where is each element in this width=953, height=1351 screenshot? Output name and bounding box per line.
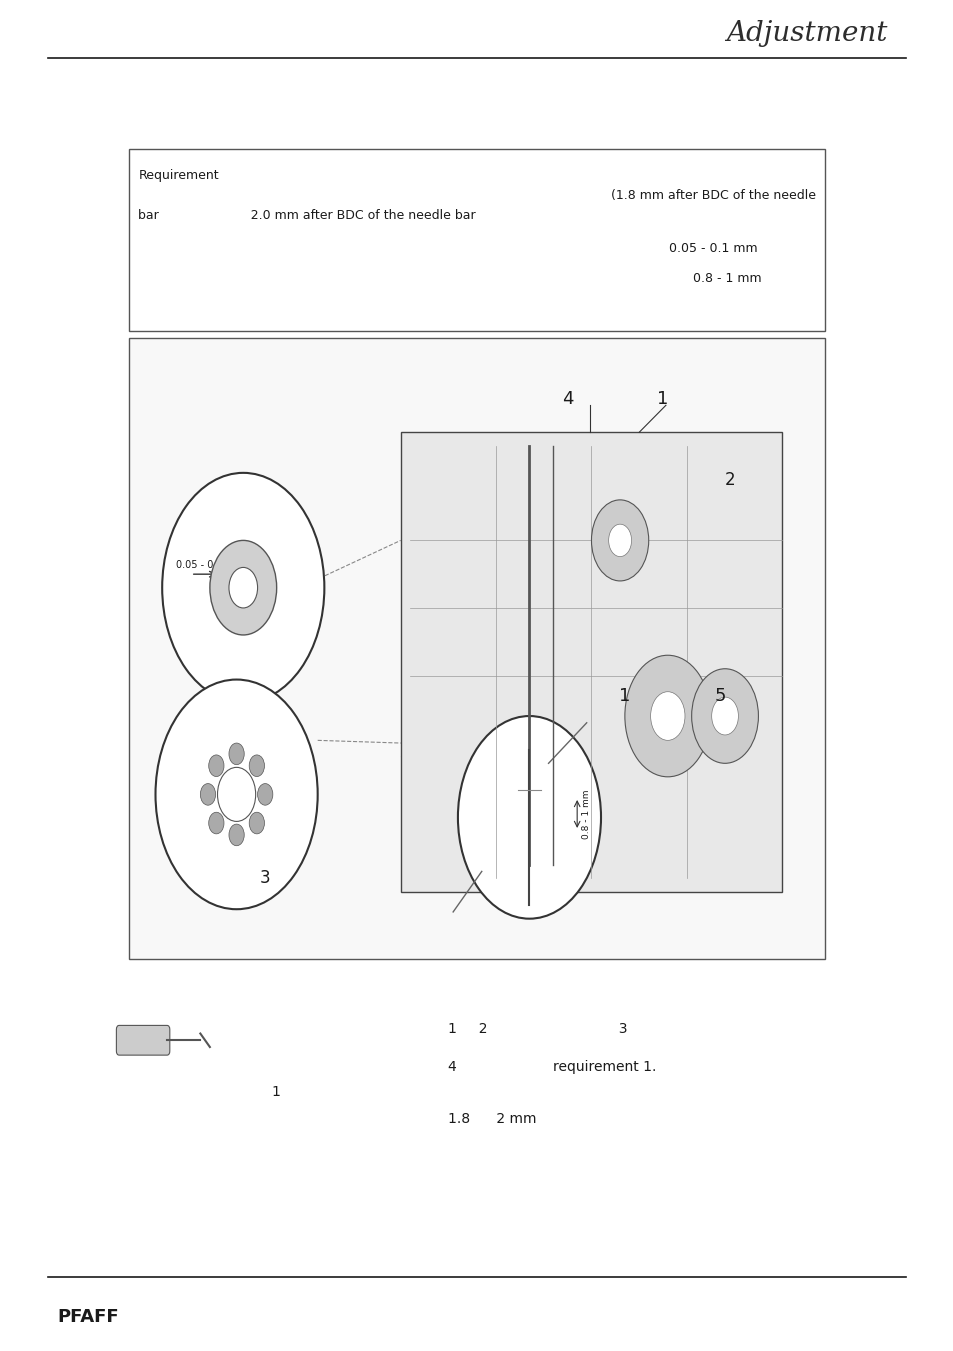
Circle shape xyxy=(691,669,758,763)
Text: 4: 4 xyxy=(561,389,573,408)
Circle shape xyxy=(257,784,273,805)
Circle shape xyxy=(591,500,648,581)
Text: Requirement: Requirement xyxy=(138,169,219,182)
Text: 0.8 - 1 mm: 0.8 - 1 mm xyxy=(581,790,590,839)
Circle shape xyxy=(229,824,244,846)
Circle shape xyxy=(711,697,738,735)
Circle shape xyxy=(650,692,684,740)
Text: 1: 1 xyxy=(657,389,668,408)
FancyBboxPatch shape xyxy=(129,149,824,331)
Circle shape xyxy=(249,812,264,834)
Text: 1.8      2 mm: 1.8 2 mm xyxy=(448,1112,537,1125)
FancyBboxPatch shape xyxy=(116,1025,170,1055)
Circle shape xyxy=(457,716,600,919)
Text: 3: 3 xyxy=(259,869,271,886)
Text: 1     2                              3: 1 2 3 xyxy=(448,1023,627,1036)
Circle shape xyxy=(229,567,257,608)
Circle shape xyxy=(155,680,317,909)
Text: 2: 2 xyxy=(723,470,735,489)
Text: 0.8 - 1 mm: 0.8 - 1 mm xyxy=(524,272,760,285)
Circle shape xyxy=(162,473,324,703)
Circle shape xyxy=(229,743,244,765)
Circle shape xyxy=(624,655,710,777)
FancyBboxPatch shape xyxy=(400,432,781,892)
Circle shape xyxy=(200,784,215,805)
FancyBboxPatch shape xyxy=(129,338,824,959)
Text: PFAFF: PFAFF xyxy=(57,1308,119,1327)
Text: 0.05 - 0.1 mm: 0.05 - 0.1 mm xyxy=(524,242,757,255)
Circle shape xyxy=(210,540,276,635)
Circle shape xyxy=(249,755,264,777)
Text: (1.8 mm after BDC of the needle: (1.8 mm after BDC of the needle xyxy=(382,189,815,201)
Circle shape xyxy=(217,767,255,821)
Text: 1: 1 xyxy=(272,1085,280,1098)
Circle shape xyxy=(209,755,224,777)
Text: 0.05 - 0.1 mm: 0.05 - 0.1 mm xyxy=(176,561,245,570)
Circle shape xyxy=(209,812,224,834)
Text: Adjustment: Adjustment xyxy=(725,20,886,47)
Text: 5: 5 xyxy=(714,686,725,705)
Text: 1: 1 xyxy=(618,686,630,705)
Circle shape xyxy=(608,524,631,557)
Text: bar                       2.0 mm after BDC of the needle bar: bar 2.0 mm after BDC of the needle bar xyxy=(138,208,476,222)
Text: 4                      requirement 1.: 4 requirement 1. xyxy=(448,1061,656,1074)
